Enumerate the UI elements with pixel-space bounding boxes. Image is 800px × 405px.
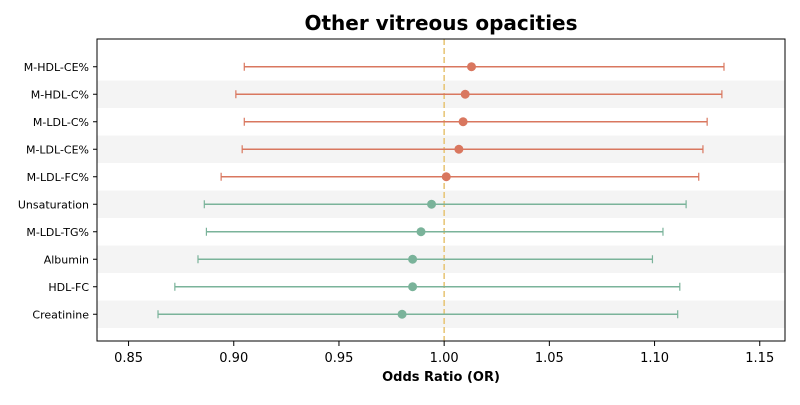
x-tick-label: 1.10	[640, 351, 669, 366]
or-point	[427, 199, 437, 209]
or-point	[397, 309, 407, 319]
y-tick-label: M-LDL-CE%	[26, 143, 89, 156]
forest-row	[243, 117, 708, 127]
forest-row	[174, 282, 681, 292]
or-point	[416, 227, 426, 237]
y-tick-label: M-LDL-C%	[33, 116, 89, 129]
x-tick-label: 0.90	[219, 351, 248, 366]
y-tick-label: Albumin	[44, 253, 89, 266]
forest-row	[205, 227, 664, 237]
or-point	[458, 117, 468, 127]
y-tick-label: Creatinine	[32, 308, 89, 321]
forest-row	[197, 254, 654, 264]
forest-row	[235, 89, 723, 99]
plot-frame	[96, 38, 786, 342]
forest-row	[220, 172, 700, 182]
chart-title: Other vitreous opacities	[304, 11, 577, 35]
y-tick-label: M-HDL-C%	[31, 88, 89, 101]
x-axis-label: Odds Ratio (OR)	[382, 370, 500, 385]
x-tick-label: 0.95	[324, 351, 353, 366]
or-point	[467, 62, 477, 72]
or-point	[408, 254, 418, 264]
x-axis: 0.85 0.90 0.95 1.00 1.05 1.10 1.15	[114, 341, 774, 366]
y-tick-label: M-LDL-FC%	[27, 171, 89, 184]
y-tick-label: HDL-FC	[48, 281, 89, 294]
or-point	[454, 144, 464, 154]
forest-row	[243, 62, 725, 72]
x-tick-label: 1.00	[430, 351, 459, 366]
y-tick-label: M-LDL-TG%	[26, 226, 89, 239]
or-point	[441, 172, 451, 182]
y-tick-label: Unsaturation	[18, 198, 89, 211]
data-marks	[157, 62, 725, 319]
y-axis: M-HDL-CE% M-HDL-C% M-LDL-C% M-LDL-CE% M-LDL-…	[18, 61, 97, 321]
x-tick-label: 0.85	[114, 351, 143, 366]
y-tick-label: M-HDL-CE%	[24, 61, 89, 74]
forest-row	[241, 144, 704, 154]
or-point	[460, 89, 470, 99]
x-tick-label: 1.15	[745, 351, 774, 366]
or-point	[408, 282, 418, 292]
forest-row	[203, 199, 687, 209]
forest-row	[157, 309, 679, 319]
x-tick-label: 1.05	[535, 351, 564, 366]
